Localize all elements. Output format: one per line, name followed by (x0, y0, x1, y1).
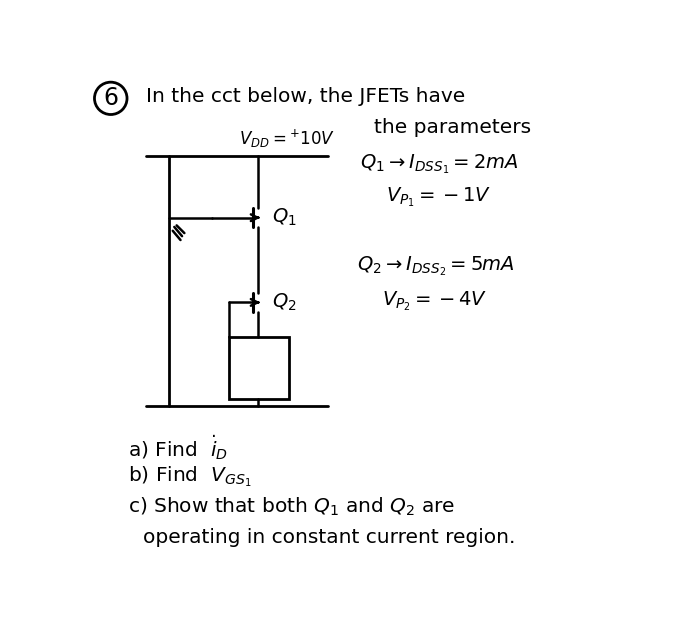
Text: a) Find  $\dot{i}_D$: a) Find $\dot{i}_D$ (128, 433, 228, 461)
Text: $Q_1 \rightarrow I_{DSS_1} = 2mA$: $Q_1 \rightarrow I_{DSS_1} = 2mA$ (360, 152, 519, 176)
Text: $Q_2$: $Q_2$ (272, 292, 297, 313)
Bar (230, 337, 289, 399)
Text: In the cct below, the JFETs have: In the cct below, the JFETs have (146, 87, 465, 107)
Text: $V_{P_2} = -4V$: $V_{P_2} = -4V$ (382, 289, 487, 313)
Text: $Q_2 \rightarrow I_{DSS_2} = 5mA$: $Q_2 \rightarrow I_{DSS_2} = 5mA$ (357, 255, 514, 278)
Text: $V_{DD}=^{+}10V$: $V_{DD}=^{+}10V$ (239, 128, 335, 150)
Text: 6: 6 (104, 87, 118, 110)
Text: operating in constant current region.: operating in constant current region. (144, 528, 516, 547)
Text: b) Find  $V_{GS_1}$: b) Find $V_{GS_1}$ (128, 465, 251, 490)
Text: $Q_1$: $Q_1$ (272, 207, 297, 228)
Text: c) Show that both $Q_1$ and $Q_2$ are: c) Show that both $Q_1$ and $Q_2$ are (128, 496, 455, 519)
Text: $V_{P_1} = -1V$: $V_{P_1} = -1V$ (386, 185, 491, 209)
Text: the parameters: the parameters (374, 118, 531, 137)
